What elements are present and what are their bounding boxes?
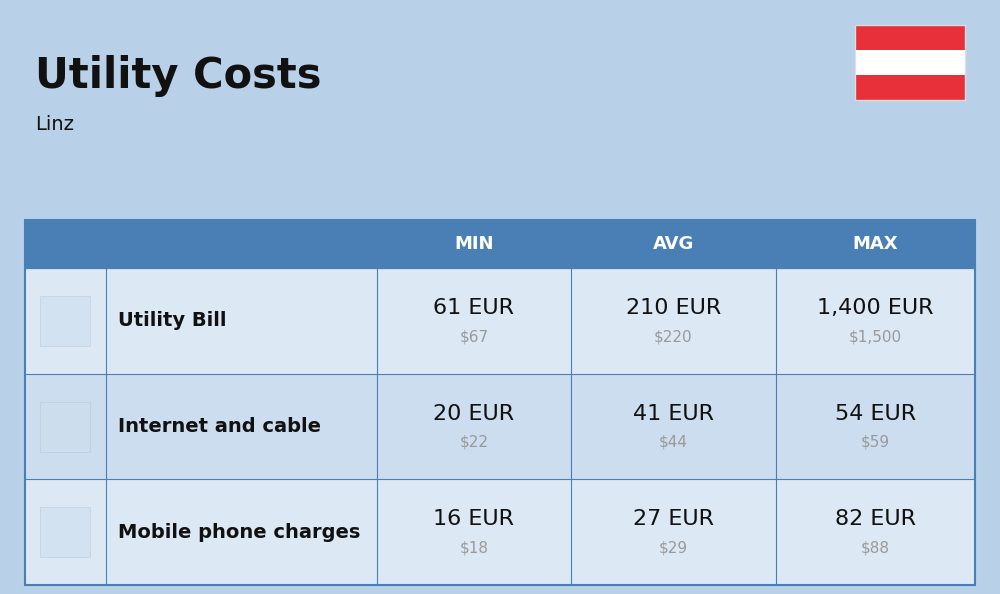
- Bar: [25, 479, 975, 585]
- Text: $88: $88: [861, 541, 890, 555]
- Text: MAX: MAX: [852, 235, 898, 253]
- Text: 41 EUR: 41 EUR: [633, 404, 714, 424]
- Text: $29: $29: [659, 541, 688, 555]
- Text: Mobile phone charges: Mobile phone charges: [118, 523, 360, 542]
- Bar: [855, 25, 965, 50]
- Text: Utility Bill: Utility Bill: [118, 311, 226, 330]
- Text: 16 EUR: 16 EUR: [433, 510, 514, 529]
- Bar: [855, 25, 965, 100]
- Text: AVG: AVG: [653, 235, 694, 253]
- Text: Linz: Linz: [35, 115, 74, 134]
- FancyBboxPatch shape: [41, 297, 89, 345]
- Text: 82 EUR: 82 EUR: [835, 510, 916, 529]
- Bar: [40, 296, 90, 346]
- Text: MIN: MIN: [454, 235, 494, 253]
- Bar: [40, 507, 90, 557]
- Text: 210 EUR: 210 EUR: [626, 298, 721, 318]
- Text: $67: $67: [459, 329, 488, 344]
- Bar: [25, 268, 975, 374]
- Bar: [25, 220, 975, 268]
- Bar: [40, 402, 90, 451]
- Text: 20 EUR: 20 EUR: [433, 404, 514, 424]
- Text: Internet and cable: Internet and cable: [118, 417, 321, 436]
- Text: 61 EUR: 61 EUR: [433, 298, 514, 318]
- Text: 54 EUR: 54 EUR: [835, 404, 916, 424]
- Text: $22: $22: [459, 435, 488, 450]
- Text: Utility Costs: Utility Costs: [35, 55, 322, 97]
- Bar: [25, 374, 975, 479]
- FancyBboxPatch shape: [41, 508, 89, 556]
- Bar: [855, 75, 965, 100]
- Text: 27 EUR: 27 EUR: [633, 510, 714, 529]
- Text: $18: $18: [459, 541, 488, 555]
- Text: $59: $59: [861, 435, 890, 450]
- Bar: [25, 220, 975, 585]
- Text: $44: $44: [659, 435, 688, 450]
- Bar: [855, 50, 965, 75]
- Text: 1,400 EUR: 1,400 EUR: [817, 298, 934, 318]
- Text: $1,500: $1,500: [849, 329, 902, 344]
- FancyBboxPatch shape: [41, 403, 89, 450]
- Text: $220: $220: [654, 329, 693, 344]
